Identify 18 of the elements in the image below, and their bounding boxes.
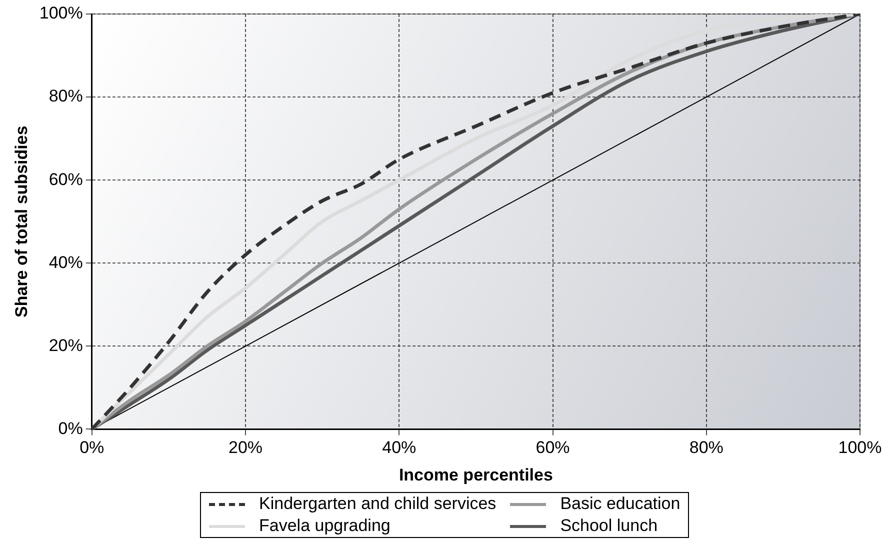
y-axis-title: Share of total subsidies (12, 126, 31, 318)
y-tick-label: 0% (58, 418, 83, 438)
y-tick-label: 40% (48, 252, 83, 272)
legend-label: Favela upgrading (259, 516, 390, 536)
y-tick-label: 60% (48, 170, 83, 189)
y-tick-label: 100% (39, 4, 83, 23)
x-axis-title: Income percentiles (398, 465, 553, 484)
legend-label: Basic education (560, 494, 680, 514)
x-tick-label: 40% (382, 438, 416, 458)
x-tick-label: 0% (80, 438, 104, 458)
y-tick-label: 80% (48, 86, 83, 106)
legend-label: School lunch (560, 516, 658, 536)
x-tick-label: 20% (228, 438, 263, 458)
y-tick-label: 20% (48, 336, 83, 355)
x-tick-label: 60% (536, 438, 570, 458)
x-tick-label: 100% (838, 438, 882, 458)
legend-label: Kindergarten and child services (259, 494, 496, 514)
x-tick-label: 80% (689, 438, 724, 458)
